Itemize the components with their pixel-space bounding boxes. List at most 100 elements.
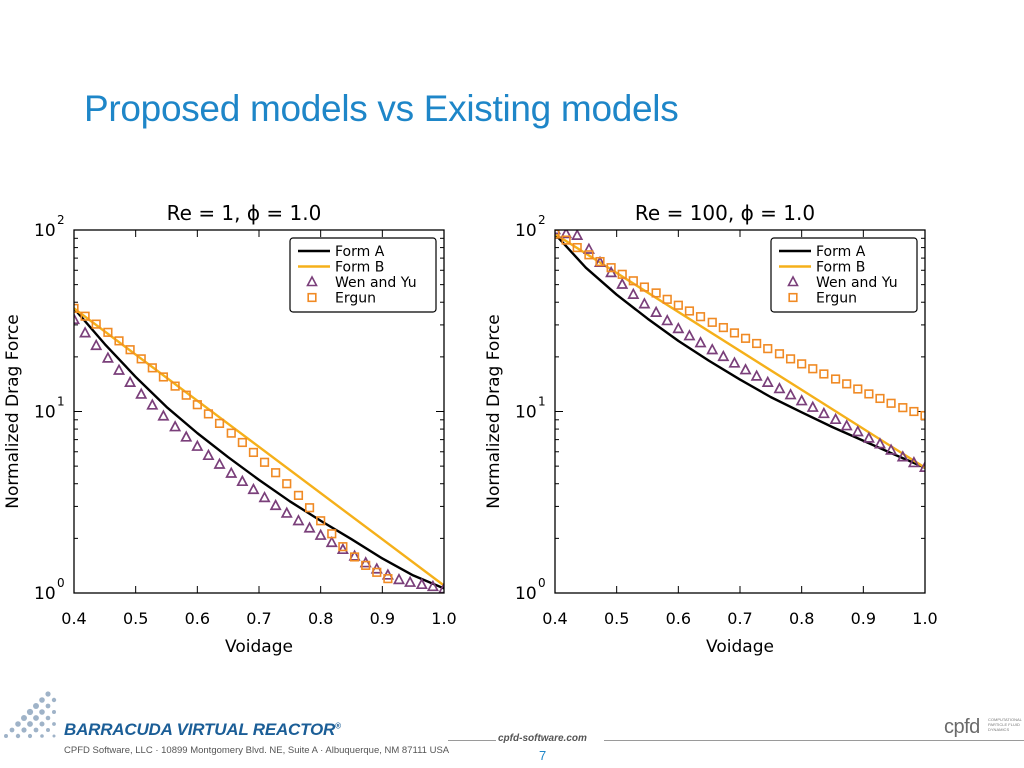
chart-0-series-ergun-point — [170, 381, 180, 391]
chart-0-series-ergun-point — [361, 560, 371, 570]
chart-1-series-ergun-point — [920, 410, 925, 421]
chart-0-legend-ergun-swatch — [307, 292, 317, 303]
chart-0-series-ergun-point — [103, 327, 113, 337]
chart-1-ylabel: Normalized Drag Force — [484, 314, 504, 509]
chart-1-y-tick-exp: 0 — [538, 576, 546, 590]
chart-0-series-ergun-point — [316, 516, 326, 526]
chart-1-series-wen-and-yu-point — [616, 277, 629, 289]
chart-re-1-svg: Re = 1, ϕ = 1.00.4 0.5 0.6 0.7 0.8 0.9 1.01001… — [3, 201, 457, 657]
chart-1-x-tick-label: 0.9 — [851, 609, 876, 628]
chart-1-series-ergun-point — [774, 349, 785, 359]
chart-0-series-wen-and-yu-point — [90, 338, 103, 351]
chart-0-series-wen-and-yu-point — [415, 577, 428, 590]
chart-1-series-wen-and-yu-point — [829, 412, 842, 425]
chart-0-series-ergun-point — [327, 529, 337, 539]
chart-0-series-ergun-point — [293, 490, 304, 500]
chart-0-legend-form-a-label: Form A — [335, 244, 385, 260]
chart-0-series-wen-and-yu-point — [280, 506, 293, 518]
chart-1-series-wen-and-yu-point — [560, 230, 573, 239]
chart-1-series-ergun-point — [651, 288, 661, 298]
chart-0-x-tick-label: 0.8 — [308, 609, 333, 628]
chart-1-series-ergun-point — [797, 359, 807, 369]
chart-0-y-tick-exp: 0 — [57, 576, 65, 590]
chart-0-series-ergun-point — [136, 354, 146, 364]
chart-0-series-ergun-point — [114, 336, 124, 346]
chart-0-frame — [73, 229, 445, 594]
chart-0-series-wen-and-yu-point — [213, 457, 226, 469]
chart-1-series-wen-and-yu-point — [694, 336, 707, 348]
chart-0-series-wen-and-yu-point — [426, 579, 439, 592]
chart-0-xlabel: Voidage — [225, 637, 293, 657]
chart-0-title: Re = 1, ϕ = 1.0 — [167, 201, 322, 225]
chart-1-series-wen-and-yu-point — [672, 321, 685, 334]
chart-0-y-tick-label: 100 — [34, 576, 65, 604]
chart-1-series-ergun-point — [842, 379, 852, 389]
chart-1-series-wen-and-yu-point — [706, 343, 719, 355]
chart-1-series-wen-and-yu-point — [683, 329, 696, 341]
barracuda-logo-icon — [4, 691, 57, 739]
chart-0-series-ergun-point — [383, 574, 393, 584]
chart-1-series-ergun-point — [639, 282, 650, 292]
chart-0-series-wen-and-yu-point — [124, 375, 137, 388]
chart-0-series-ergun-point — [181, 390, 191, 400]
chart-1-series-wen-and-yu-point — [873, 437, 887, 449]
chart-0-series-wen-and-yu-point — [225, 466, 238, 478]
chart-0-series-wen-and-yu-point — [101, 351, 114, 363]
chart-1-series-wen-and-yu-point — [817, 406, 830, 419]
chart-1-series-ergun-point — [898, 403, 908, 413]
chart-0-series-wen-and-yu-point — [404, 575, 417, 587]
chart-1-series-ergun-point — [785, 354, 796, 364]
chart-1-series-ergun-point — [718, 322, 728, 333]
chart-0-series-wen-and-yu-point — [169, 420, 182, 432]
chart-re-100: Re = 100, ϕ = 1.0 0.4 0.5 0.6 0.7 0.8 0.9 1.0 10… — [481, 190, 961, 670]
chart-0-series-ergun-point — [338, 542, 348, 552]
chart-0-x-tick-label: 0.7 — [246, 609, 271, 628]
chart-1-series-form-b-line — [555, 233, 925, 469]
chart-1-series-wen-and-yu-point — [728, 356, 741, 368]
chart-1-series-ergun-point — [909, 406, 919, 417]
chart-1-series-wen-and-yu-point — [840, 419, 853, 431]
chart-1-series-wen-and-yu-point — [650, 305, 663, 318]
chart-0-series-wen-and-yu-point — [236, 474, 249, 487]
chart-1-y-tick-exp: 2 — [538, 213, 546, 227]
chart-0-series-ergun-point — [226, 428, 236, 438]
chart-0-series-form-a-line — [74, 307, 444, 590]
chart-1-series-ergun-point — [752, 338, 762, 349]
chart-1-series-wen-and-yu-point — [896, 450, 909, 462]
chart-0-series-wen-and-yu-point — [292, 514, 305, 526]
chart-1-legend-form-a-label: Form A — [816, 244, 866, 260]
chart-0-series-ergun-point — [74, 303, 79, 313]
chart-0-series-ergun-point — [192, 400, 202, 410]
cpfd-logo: cpfd — [944, 716, 980, 738]
chart-0-series-wen-and-yu-point — [269, 498, 282, 511]
chart-1-x-tick-label: 0.4 — [542, 609, 567, 628]
chart-1-series-ergun-point — [662, 294, 672, 304]
chart-1-series-wen-and-yu-point — [582, 242, 595, 254]
footer-brand: BARRACUDA VIRTUAL REACTOR® — [64, 720, 341, 739]
chart-0-series-ergun-point — [214, 418, 225, 428]
chart-1-series-ergun-point — [808, 364, 818, 374]
chart-0-series-wen-and-yu-point — [336, 542, 349, 555]
chart-1-series-ergun-point — [763, 344, 773, 354]
chart-1-title: Re = 100, ϕ = 1.0 — [635, 201, 815, 225]
chart-0-series-wen-and-yu-point — [157, 409, 170, 421]
chart-0-series-wen-and-yu-point — [79, 326, 92, 338]
chart-1-series-ergun-point — [595, 256, 605, 267]
chart-0-legend-ergun-label: Ergun — [335, 291, 376, 307]
chart-1-series-ergun-point — [886, 398, 896, 408]
chart-0-series-wen-and-yu-point — [191, 439, 204, 451]
chart-0-series-wen-and-yu-point — [247, 482, 260, 495]
chart-1-series-wen-and-yu-point — [918, 460, 925, 472]
chart-0-x-tick-label: 1.0 — [431, 609, 456, 628]
chart-1-series-ergun-point — [628, 276, 638, 286]
chart-1-y-tick-label: 100 — [515, 576, 546, 604]
chart-re-1: Re = 1, ϕ = 1.0 0.4 0.5 0.6 0.7 0.8 0.9 1.0 10 0 1… — [0, 190, 480, 670]
cpfd-logo-subtext: COMPUTATIONAL PARTICLE FLUID DYNAMICS — [988, 717, 1022, 732]
footer: BARRACUDA VIRTUAL REACTOR® CPFD Software… — [0, 680, 1024, 768]
chart-1-x-tick-label: 1.0 — [912, 609, 937, 628]
chart-1-series-ergun-point — [875, 393, 885, 404]
chart-0-legend-wen-and-yu-label: Wen and Yu — [335, 275, 417, 291]
chart-1-series-ergun-point — [819, 369, 829, 379]
chart-0-y-tick-exp: 2 — [57, 213, 65, 227]
